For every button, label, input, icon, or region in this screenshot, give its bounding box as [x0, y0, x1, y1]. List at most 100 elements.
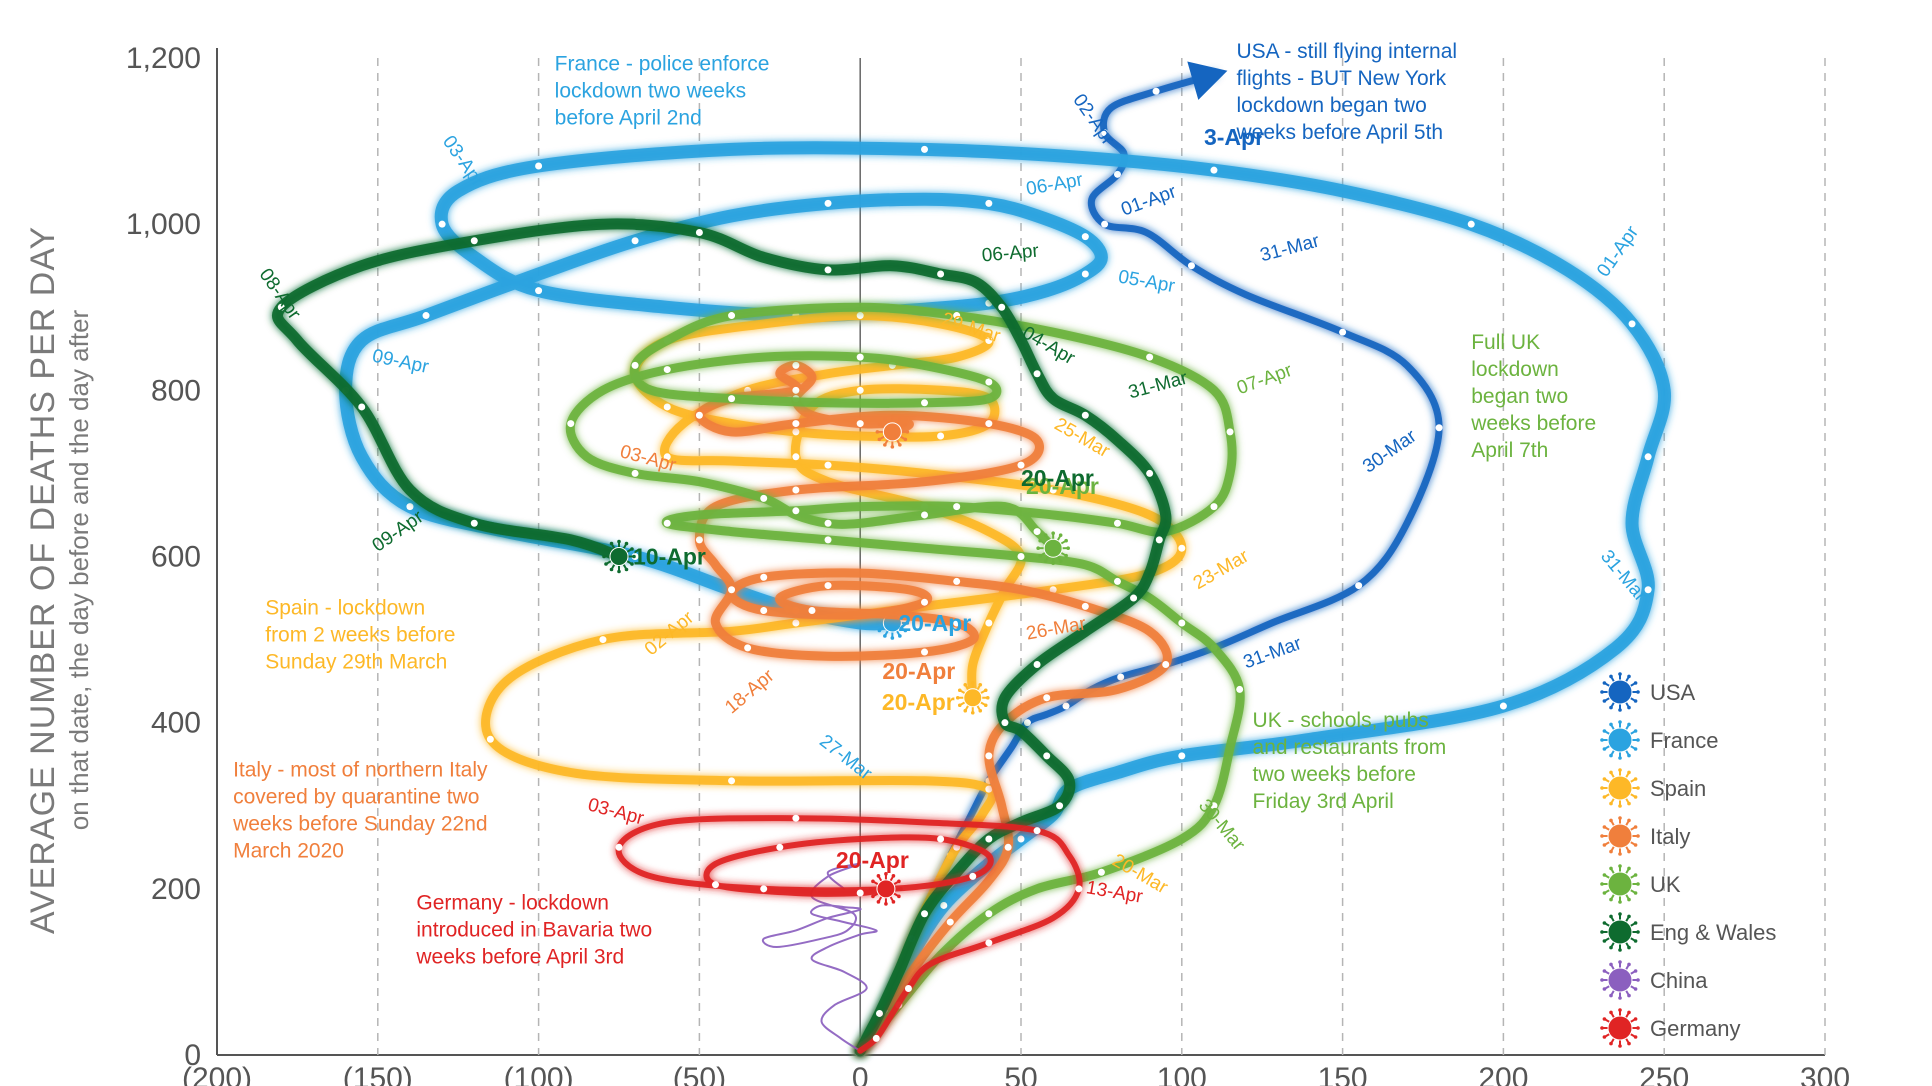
- data-point: [1056, 802, 1064, 810]
- data-point: [953, 843, 961, 851]
- data-point: [1499, 702, 1507, 710]
- data-point: [921, 511, 929, 519]
- data-point: [998, 303, 1006, 311]
- series-eng-wales: [272, 218, 1172, 1057]
- x-tick-label: 100: [1157, 1062, 1207, 1086]
- data-point: [1043, 694, 1051, 702]
- data-point: [985, 939, 993, 947]
- y-tick-label: 800: [151, 374, 201, 407]
- y-tick-label: 600: [151, 541, 201, 574]
- y-axis-title: AVERAGE NUMBER OF DEATHS PER DAY: [24, 226, 62, 934]
- data-point: [824, 461, 832, 469]
- data-point: [1155, 536, 1163, 544]
- series-line-china: [761, 862, 878, 1052]
- data-point: [776, 843, 784, 851]
- data-point: [1644, 586, 1652, 594]
- date-label: 18-Apr: [721, 665, 779, 718]
- data-point: [760, 573, 768, 581]
- data-point: [792, 428, 800, 436]
- legend-label: France: [1650, 728, 1718, 753]
- data-point: [985, 378, 993, 386]
- legend-virus-icon: [1600, 1008, 1640, 1048]
- x-tick-label: 50: [1004, 1062, 1037, 1086]
- data-point: [760, 494, 768, 502]
- annotation-text: Full UK lockdown began two weeks before Apri…: [1470, 331, 1596, 462]
- data-point: [1033, 528, 1041, 536]
- data-point: [953, 503, 961, 511]
- annotation-text: USA - still flying internal flights - BUT…: [1235, 40, 1457, 144]
- data-point: [1004, 843, 1012, 851]
- annotation-text: UK - schools, pubs and restaurants from tw…: [1253, 709, 1447, 813]
- data-point: [1644, 453, 1652, 461]
- date-label: 31-Mar: [1241, 633, 1305, 674]
- data-point: [985, 420, 993, 428]
- data-point: [486, 735, 494, 743]
- data-point: [856, 312, 864, 320]
- x-tick-label: 250: [1639, 1062, 1689, 1086]
- series-line-spain: [481, 311, 1187, 1056]
- data-point: [937, 432, 945, 440]
- series-line-italy: [694, 360, 1172, 1056]
- date-label: 31-Mar: [1126, 367, 1190, 403]
- legend-item-germany: Germany: [1600, 1008, 1740, 1048]
- data-point: [406, 503, 414, 511]
- data-point: [1178, 752, 1186, 760]
- data-point: [1210, 503, 1218, 511]
- date-label: 06-Apr: [981, 241, 1040, 267]
- x-tick-label: 200: [1478, 1062, 1528, 1086]
- data-point: [985, 910, 993, 918]
- end-marker-eng-wales: [602, 539, 636, 574]
- data-point: [358, 403, 366, 411]
- annotation-text: Italy - most of northern Italy covered by…: [232, 759, 488, 863]
- y-axis-subtitle: on that date, the day before and the day…: [64, 309, 94, 830]
- end-date-label-uk: 20-Apr: [1026, 473, 1099, 499]
- data-point: [872, 1034, 880, 1042]
- data-point: [985, 619, 993, 627]
- data-point: [663, 453, 671, 461]
- y-tick-label: 1,000: [126, 208, 201, 241]
- data-point: [985, 336, 993, 344]
- legend-item-china: China: [1600, 960, 1708, 1000]
- data-point: [985, 785, 993, 793]
- data-point: [1113, 170, 1121, 178]
- data-point: [921, 648, 929, 656]
- data-point: [711, 881, 719, 889]
- legend-virus-icon: [1600, 816, 1640, 856]
- data-point: [470, 519, 478, 527]
- legend-label: UK: [1650, 872, 1681, 897]
- data-point: [792, 507, 800, 515]
- data-point: [985, 199, 993, 207]
- data-point: [1178, 544, 1186, 552]
- data-point: [1062, 702, 1070, 710]
- data-point: [695, 536, 703, 544]
- data-point: [1162, 661, 1170, 669]
- data-point: [1049, 486, 1057, 494]
- data-point: [1081, 602, 1089, 610]
- data-point: [277, 303, 285, 311]
- data-point: [1152, 87, 1160, 95]
- legend-item-eng-wales: Eng & Wales: [1600, 912, 1776, 952]
- date-label: 06-Apr: [1025, 169, 1085, 200]
- data-point: [760, 885, 768, 893]
- legend-virus-icon: [1600, 672, 1640, 712]
- data-point: [904, 985, 912, 993]
- data-point: [856, 353, 864, 361]
- data-point: [1075, 885, 1083, 893]
- x-tick-label: 0: [852, 1062, 869, 1086]
- data-point: [535, 162, 543, 170]
- data-point: [615, 843, 623, 851]
- data-point: [1017, 461, 1025, 469]
- series-italy: [694, 360, 1172, 1056]
- data-point: [695, 411, 703, 419]
- data-point: [1467, 220, 1475, 228]
- data-point: [1033, 661, 1041, 669]
- legend-virus-icon: [1600, 912, 1640, 952]
- legend-virus-icon: [1600, 864, 1640, 904]
- date-label: 30-Mar: [1359, 425, 1421, 477]
- data-point: [921, 399, 929, 407]
- data-point: [1146, 469, 1154, 477]
- date-label: 01-Apr: [1118, 181, 1179, 220]
- data-point: [631, 469, 639, 477]
